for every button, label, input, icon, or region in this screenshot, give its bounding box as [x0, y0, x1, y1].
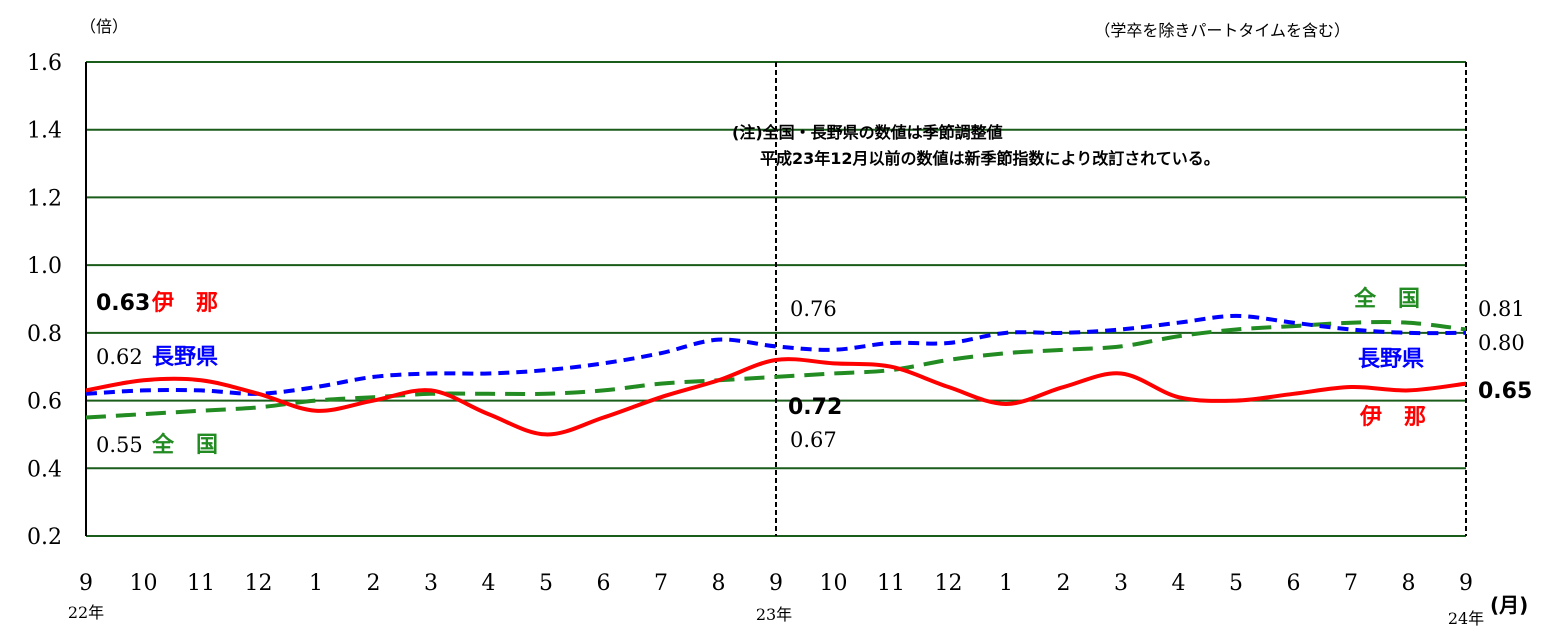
x-tick-label: 1 — [999, 571, 1013, 596]
x-tick-label: 11 — [187, 571, 215, 596]
right-nagano-label: 長野県 — [1358, 347, 1424, 372]
year-label-24: 24年 — [1448, 609, 1484, 626]
left-ina-value: 0.63 — [96, 291, 150, 316]
year-label-23: 23年 — [756, 605, 792, 624]
y-tick-label: 1.6 — [27, 51, 62, 76]
y-tick-label: 0.8 — [27, 322, 62, 347]
y-tick-label: 1.4 — [27, 119, 62, 144]
x-tick-label: 2 — [1057, 571, 1071, 596]
right-ina-label: 伊 那 — [1359, 404, 1426, 430]
x-tick-label: 9 — [79, 571, 93, 596]
grid-lines — [85, 61, 1467, 537]
note-line-1: (注)全国・長野県の数値は季節調整値 — [732, 123, 1003, 142]
x-tick-label: 8 — [1402, 571, 1416, 596]
y-tick-label: 0.4 — [27, 457, 62, 482]
right-zenkoku-value: 0.81 — [1478, 297, 1525, 321]
left-zenkoku-label: 全 国 — [151, 432, 218, 458]
series-nagano-line — [85, 313, 1467, 396]
x-tick-label: 10 — [820, 571, 848, 596]
x-tick-label: 3 — [1114, 571, 1128, 596]
y-tick-label: 1.0 — [27, 254, 62, 279]
x-tick-label: 5 — [1229, 571, 1243, 596]
x-tick-label: 12 — [245, 571, 273, 596]
series-ina-line — [85, 357, 1467, 437]
series-zenkoku-line — [85, 320, 1467, 420]
x-tick-label: 8 — [712, 571, 726, 596]
x-tick-label: 7 — [1344, 571, 1358, 596]
mid-zenkoku-value: 0.67 — [790, 428, 837, 452]
note-line-2: 平成23年12月以前の数値は新季節指数により改訂されている。 — [760, 149, 1220, 168]
x-tick-label: 9 — [1459, 571, 1473, 596]
x-tick-label: 6 — [1287, 571, 1301, 596]
y-axis-ticks: 0.2 0.4 0.6 0.8 1.0 1.2 1.4 1.6 — [27, 51, 62, 550]
x-tick-label: 2 — [367, 571, 381, 596]
y-tick-label: 1.2 — [27, 186, 62, 211]
right-ina-value: 0.65 — [1478, 379, 1532, 404]
x-tick-label: 5 — [539, 571, 553, 596]
year-label-22: 22年 — [68, 603, 104, 622]
right-zenkoku-label: 全 国 — [1353, 286, 1420, 312]
right-nagano-value: 0.80 — [1478, 331, 1525, 355]
series-lines — [85, 313, 1467, 437]
x-tick-label: 1 — [309, 571, 323, 596]
left-nagano-label: 長野県 — [152, 345, 218, 370]
note-top-right: （学卒を除きパートタイムを含む） — [1094, 21, 1350, 40]
unit-label: （倍） — [80, 17, 128, 36]
x-tick-label: 4 — [482, 571, 496, 596]
left-ina-label: 伊 那 — [151, 290, 218, 316]
x-tick-label: 7 — [654, 571, 668, 596]
x-tick-label: 4 — [1172, 571, 1186, 596]
x-unit-label: (月) — [1490, 593, 1528, 617]
y-tick-label: 0.6 — [27, 390, 62, 415]
x-tick-label: 11 — [877, 571, 905, 596]
left-nagano-value: 0.62 — [96, 345, 143, 369]
x-tick-label: 3 — [424, 571, 438, 596]
x-tick-label: 6 — [597, 571, 611, 596]
mid-nagano-value: 0.76 — [790, 297, 837, 321]
x-tick-label: 12 — [935, 571, 963, 596]
y-tick-label: 0.2 — [27, 525, 62, 550]
x-tick-label: 10 — [130, 571, 158, 596]
x-axis-ticks: 9 10 11 12 1 2 3 4 5 6 7 8 9 10 11 12 1 2 3 4 5 6 7 8 9 — [79, 571, 1473, 596]
mid-ina-value: 0.72 — [788, 395, 842, 420]
left-zenkoku-value: 0.55 — [96, 433, 143, 457]
x-tick-label: 9 — [769, 571, 783, 596]
